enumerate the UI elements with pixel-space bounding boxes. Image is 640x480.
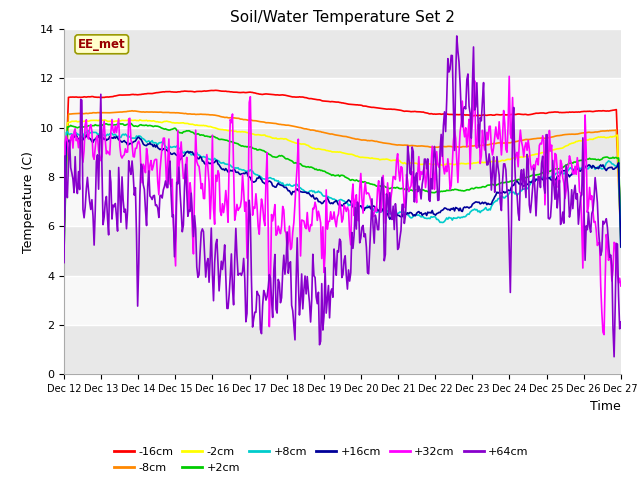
Bar	[64, 29, 621, 78]
Text: EE_met: EE_met	[78, 38, 125, 51]
Bar	[64, 325, 621, 374]
X-axis label: Time: Time	[590, 400, 621, 413]
Bar	[64, 177, 621, 226]
Bar	[64, 226, 621, 276]
Legend: -16cm, -8cm, -2cm, +2cm, +8cm, +16cm, +32cm, +64cm: -16cm, -8cm, -2cm, +2cm, +8cm, +16cm, +3…	[114, 447, 529, 472]
Title: Soil/Water Temperature Set 2: Soil/Water Temperature Set 2	[230, 10, 455, 25]
Y-axis label: Temperature (C): Temperature (C)	[22, 151, 35, 252]
Bar	[64, 128, 621, 177]
Bar	[64, 276, 621, 325]
Bar	[64, 78, 621, 128]
